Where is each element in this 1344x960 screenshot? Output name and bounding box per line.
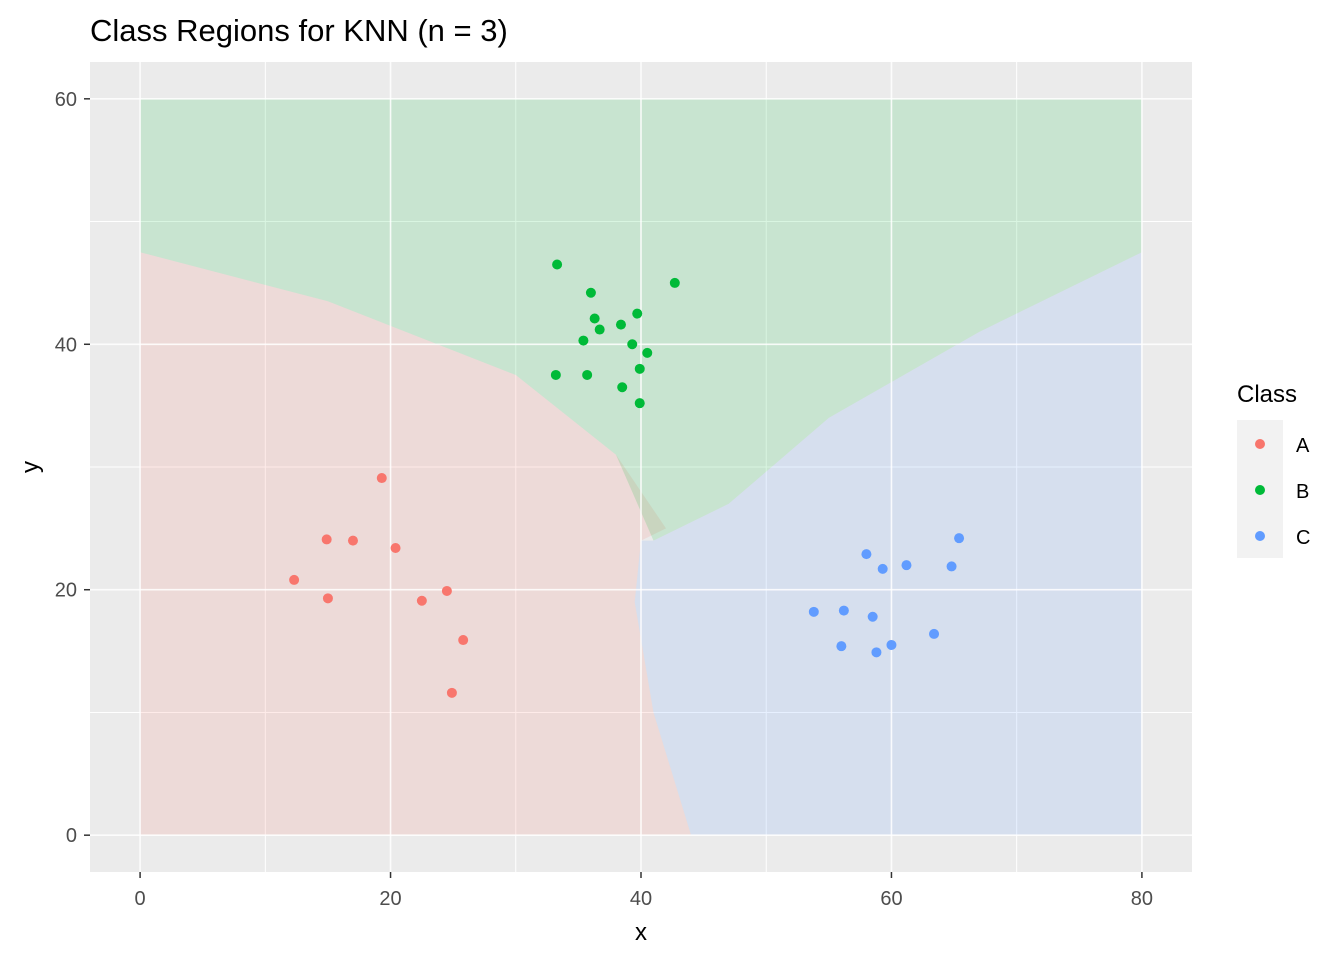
point-a <box>289 574 300 585</box>
point-b <box>632 308 643 319</box>
point-b <box>634 363 645 374</box>
point-b <box>552 259 563 270</box>
x-tick-label: 40 <box>630 888 652 910</box>
legend-label-a: A <box>1296 435 1310 457</box>
point-c <box>808 606 819 617</box>
point-b <box>617 382 628 393</box>
y-tick-label: 60 <box>55 89 77 111</box>
point-b <box>642 347 653 358</box>
point-a <box>416 595 427 606</box>
point-a <box>376 473 387 484</box>
x-tick-label: 0 <box>135 888 146 910</box>
legend-key-c <box>1255 531 1265 541</box>
point-c <box>954 533 965 544</box>
point-b <box>589 313 600 324</box>
point-b <box>669 277 680 288</box>
point-c <box>886 639 897 650</box>
region-c <box>634 252 1142 836</box>
point-a <box>322 593 333 604</box>
y-axis-title: y <box>17 461 44 473</box>
point-b <box>634 398 645 409</box>
x-tick-label: 20 <box>379 888 401 910</box>
legend-keys: A B C <box>1237 420 1310 558</box>
legend-label-c: C <box>1296 527 1310 549</box>
y-tick-label: 0 <box>66 825 77 847</box>
point-c <box>871 647 882 658</box>
point-c <box>901 560 912 571</box>
region-a <box>140 252 692 836</box>
point-c <box>867 611 878 622</box>
major-gridlines <box>90 62 1192 872</box>
point-b <box>594 324 605 335</box>
point-c <box>838 605 849 616</box>
data-points <box>289 259 965 698</box>
x-axis-title: x <box>635 919 647 946</box>
point-c <box>877 563 888 574</box>
x-axis: 0 20 40 60 80 <box>135 872 1153 910</box>
legend-label-b: B <box>1296 481 1309 503</box>
point-a <box>347 535 358 546</box>
legend-key-b <box>1255 485 1265 495</box>
legend: Class A B C <box>1237 381 1310 558</box>
y-tick-label: 20 <box>55 580 77 602</box>
x-tick-label: 60 <box>880 888 902 910</box>
point-a <box>446 687 457 698</box>
point-b <box>582 369 593 380</box>
y-axis: 0 20 40 60 <box>55 89 90 847</box>
point-c <box>836 641 847 652</box>
point-b <box>627 339 638 350</box>
y-tick-label: 40 <box>55 334 77 356</box>
point-a <box>321 534 332 545</box>
point-a <box>458 635 469 646</box>
x-tick-label: 80 <box>1131 888 1153 910</box>
point-c <box>929 628 940 639</box>
legend-title: Class <box>1237 381 1297 408</box>
point-b <box>615 319 626 330</box>
chart-title: Class Regions for KNN (n = 3) <box>90 13 508 48</box>
point-b <box>585 287 596 298</box>
point-c <box>861 549 872 560</box>
point-a <box>441 585 452 596</box>
point-b <box>550 369 561 380</box>
point-a <box>390 543 401 553</box>
legend-key-a <box>1255 439 1265 449</box>
point-b <box>578 335 589 346</box>
point-c <box>946 561 957 572</box>
